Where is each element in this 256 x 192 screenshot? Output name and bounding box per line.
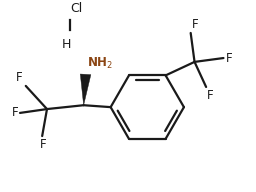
- Text: F: F: [40, 138, 46, 151]
- Text: Cl: Cl: [70, 2, 82, 15]
- Text: F: F: [192, 18, 198, 31]
- Text: F: F: [207, 89, 214, 102]
- Text: NH$_2$: NH$_2$: [88, 56, 113, 71]
- Text: F: F: [16, 71, 23, 84]
- Text: H: H: [62, 38, 71, 51]
- Text: F: F: [12, 106, 18, 119]
- Polygon shape: [80, 74, 91, 105]
- Text: F: F: [225, 51, 232, 65]
